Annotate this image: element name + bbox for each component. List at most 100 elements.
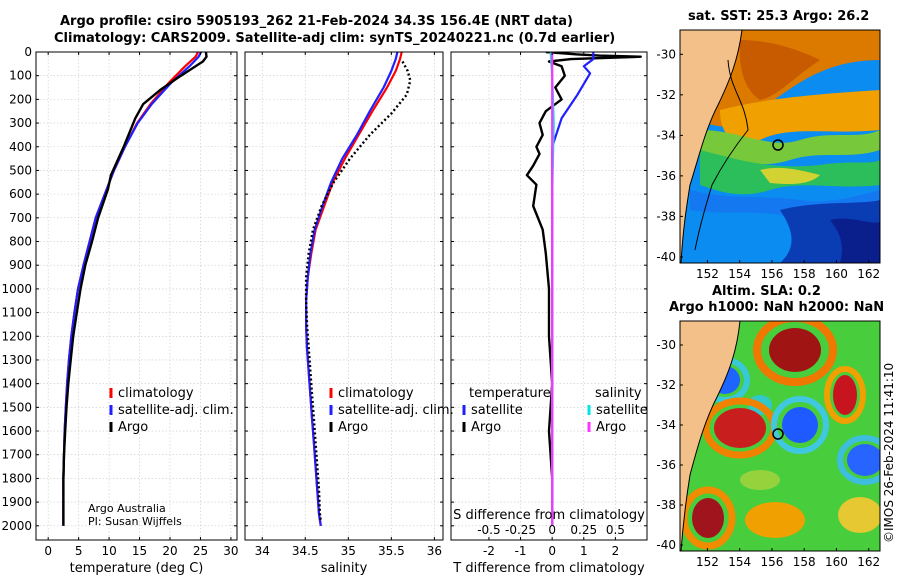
s-tick-label: 0.5: [606, 523, 625, 537]
map-y-tick-label: -38: [656, 498, 676, 512]
legend-1-2-label: Argo: [338, 420, 368, 435]
y-tick-label: 1100: [1, 306, 32, 320]
legend-temperature-title: temperature: [469, 386, 551, 401]
y-tick-label: 0: [24, 45, 32, 59]
x-axis-label: T difference from climatology: [452, 561, 645, 576]
y-tick-label: 100: [9, 69, 32, 83]
y-tick-label: 900: [9, 258, 32, 272]
map-x-tick-label: 152: [696, 555, 719, 569]
map-y-tick-label: -40: [656, 250, 676, 264]
map-y-tick-label: -34: [656, 128, 676, 142]
legend-salinity-title: salinity: [595, 386, 642, 401]
y-tick-label: 2000: [1, 519, 32, 533]
panel-salinity: 34 34.5 35 35.5 36 salinity climatology satelli…: [244, 51, 454, 576]
x-tick-label: 2: [612, 544, 620, 558]
x-tick-label: 30: [223, 544, 238, 558]
map-y-tick-label: -40: [656, 538, 676, 552]
x-tick-label: 35: [341, 544, 356, 558]
map-x-tick-label: 154: [728, 267, 751, 281]
x-tick-label: 1: [580, 544, 588, 558]
x-tick-label: 34: [255, 544, 270, 558]
panel-frame: [244, 51, 444, 541]
series-satellite-adj-clim-: [305, 52, 399, 526]
sla-float-marker: [772, 428, 784, 440]
legend-0-0-label: climatology: [118, 386, 194, 401]
y-tick-label: 1300: [1, 353, 32, 367]
map-x-tick-label: 162: [857, 267, 880, 281]
map-y-tick-label: -36: [656, 169, 676, 183]
x-tick-label: 35.5: [378, 544, 405, 558]
x-axis-label: salinity: [321, 561, 368, 576]
x-tick-label: 36: [427, 544, 442, 558]
panel-frame: [450, 51, 648, 541]
map-y-tick-label: -32: [656, 88, 676, 102]
credit-line-1: Argo Australia: [88, 502, 166, 515]
map-y-tick-label: -36: [656, 458, 676, 472]
y-tick-label: 1400: [1, 377, 32, 391]
x-tick-label: -2: [483, 544, 495, 558]
sst-map: [680, 30, 880, 263]
map-y-tick-label: -30: [656, 338, 676, 352]
x-tick-label: 34.5: [292, 544, 319, 558]
x-tick-label: 10: [101, 544, 116, 558]
title-line-2: Climatology: CARS2009. Satellite-adj cli…: [54, 31, 616, 46]
legend-0-2-label: Argo: [118, 420, 148, 435]
map-x-tick-label: 160: [825, 555, 848, 569]
sla-map: [680, 321, 880, 551]
y-tick-label: 800: [9, 235, 32, 249]
x-tick-label: 0: [44, 544, 52, 558]
map-x-tick-label: 154: [728, 555, 751, 569]
legend-temperature-satellite-label: satellite: [471, 403, 523, 418]
x-tick-label: 20: [162, 544, 177, 558]
s-tick-label: 0: [548, 523, 556, 537]
s-tick-label: 0.25: [570, 523, 597, 537]
sla-map-title-line-1: Altim. SLA: 0.2: [712, 284, 821, 299]
map-y-tick-label: -38: [656, 209, 676, 223]
map-x-tick-label: 158: [793, 267, 816, 281]
panel-temperature: 0 5 10 15 20 25 300100200300400500600700800900…: [1, 45, 238, 576]
y-tick-label: 400: [9, 140, 32, 154]
y-tick-label: 500: [9, 163, 32, 177]
series-temperature-argo: [525, 52, 642, 526]
y-tick-label: 1800: [1, 471, 32, 485]
sst-map-title: sat. SST: 25.3 Argo: 26.2: [688, 9, 870, 24]
s-axis-label: S difference from climatology: [453, 508, 645, 523]
y-tick-label: 1200: [1, 329, 32, 343]
map-y-tick-label: -32: [656, 378, 676, 392]
legend-salinity-satellite-label: satellite: [596, 403, 648, 418]
x-tick-label: -1: [515, 544, 527, 558]
x-axis-label: temperature (deg C): [70, 561, 204, 576]
panel-difference: -2 -1 0 1 2 T difference from climatology temp…: [450, 51, 648, 576]
x-tick-label: 25: [193, 544, 208, 558]
map-x-tick-label: 162: [857, 555, 880, 569]
map-x-tick-label: 152: [696, 267, 719, 281]
series-argo: [304, 60, 412, 522]
y-tick-label: 1700: [1, 448, 32, 462]
y-tick-label: 1500: [1, 400, 32, 414]
x-tick-label: 0: [548, 544, 556, 558]
series-temperature-satellite: [551, 52, 595, 526]
map-x-tick-label: 158: [793, 555, 816, 569]
legend-1-1-label: satellite-adj. clim.: [338, 403, 454, 418]
y-tick-label: 600: [9, 187, 32, 201]
y-tick-label: 1900: [1, 495, 32, 509]
y-tick-label: 300: [9, 116, 32, 130]
legend-temperature-argo-label: Argo: [471, 420, 501, 435]
map-x-tick-label: 156: [760, 267, 783, 281]
x-tick-label: 15: [132, 544, 147, 558]
legend-1-0-label: climatology: [338, 386, 414, 401]
sla-map-title-line-2: Argo h1000: NaN h2000: NaN: [669, 300, 885, 315]
s-tick-label: -0.25: [505, 523, 536, 537]
map-y-tick-label: -30: [656, 47, 676, 61]
map-x-tick-label: 156: [760, 555, 783, 569]
y-tick-label: 700: [9, 211, 32, 225]
credit-line-2: PI: Susan Wijffels: [88, 515, 182, 528]
x-tick-label: 5: [75, 544, 83, 558]
legend-0-1-label: satellite-adj. clim.: [118, 403, 234, 418]
map-x-tick-label: 160: [825, 267, 848, 281]
y-tick-label: 200: [9, 92, 32, 106]
panel-frame: [35, 51, 238, 541]
y-tick-label: 1600: [1, 424, 32, 438]
sst-float-marker: [772, 139, 784, 151]
